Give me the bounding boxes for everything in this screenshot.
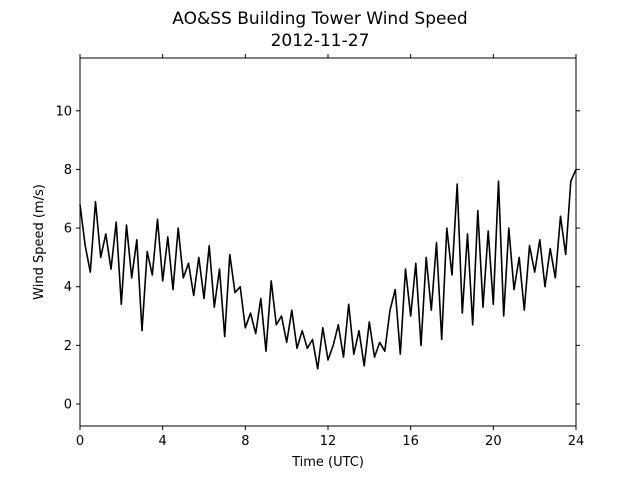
x-tick-label: 0 <box>76 434 84 449</box>
x-axis-label: Time (UTC) <box>291 455 364 470</box>
x-tick-label: 20 <box>485 434 502 449</box>
chart-subtitle: 2012-11-27 <box>271 31 370 51</box>
plot-area <box>79 169 577 370</box>
x-tick-label: 24 <box>568 434 585 449</box>
y-axis-label: Wind Speed (m/s) <box>32 184 47 300</box>
series-line-0 <box>79 169 577 370</box>
x-tick-label: 16 <box>402 434 419 449</box>
x-tick-label: 8 <box>241 434 249 449</box>
y-axis: 0 2 4 6 8 10 <box>55 104 580 413</box>
x-axis: 0 4 8 12 16 20 24 <box>76 54 584 449</box>
chart-title: AO&SS Building Tower Wind Speed <box>172 9 467 29</box>
y-tick-label: 8 <box>64 163 72 178</box>
x-tick-label: 4 <box>159 434 167 449</box>
y-tick-label: 0 <box>64 398 72 413</box>
y-tick-label: 10 <box>55 104 72 119</box>
y-tick-label: 6 <box>64 222 72 237</box>
x-tick-label: 12 <box>320 434 337 449</box>
y-tick-label: 2 <box>64 339 72 354</box>
y-tick-label: 4 <box>64 280 72 295</box>
